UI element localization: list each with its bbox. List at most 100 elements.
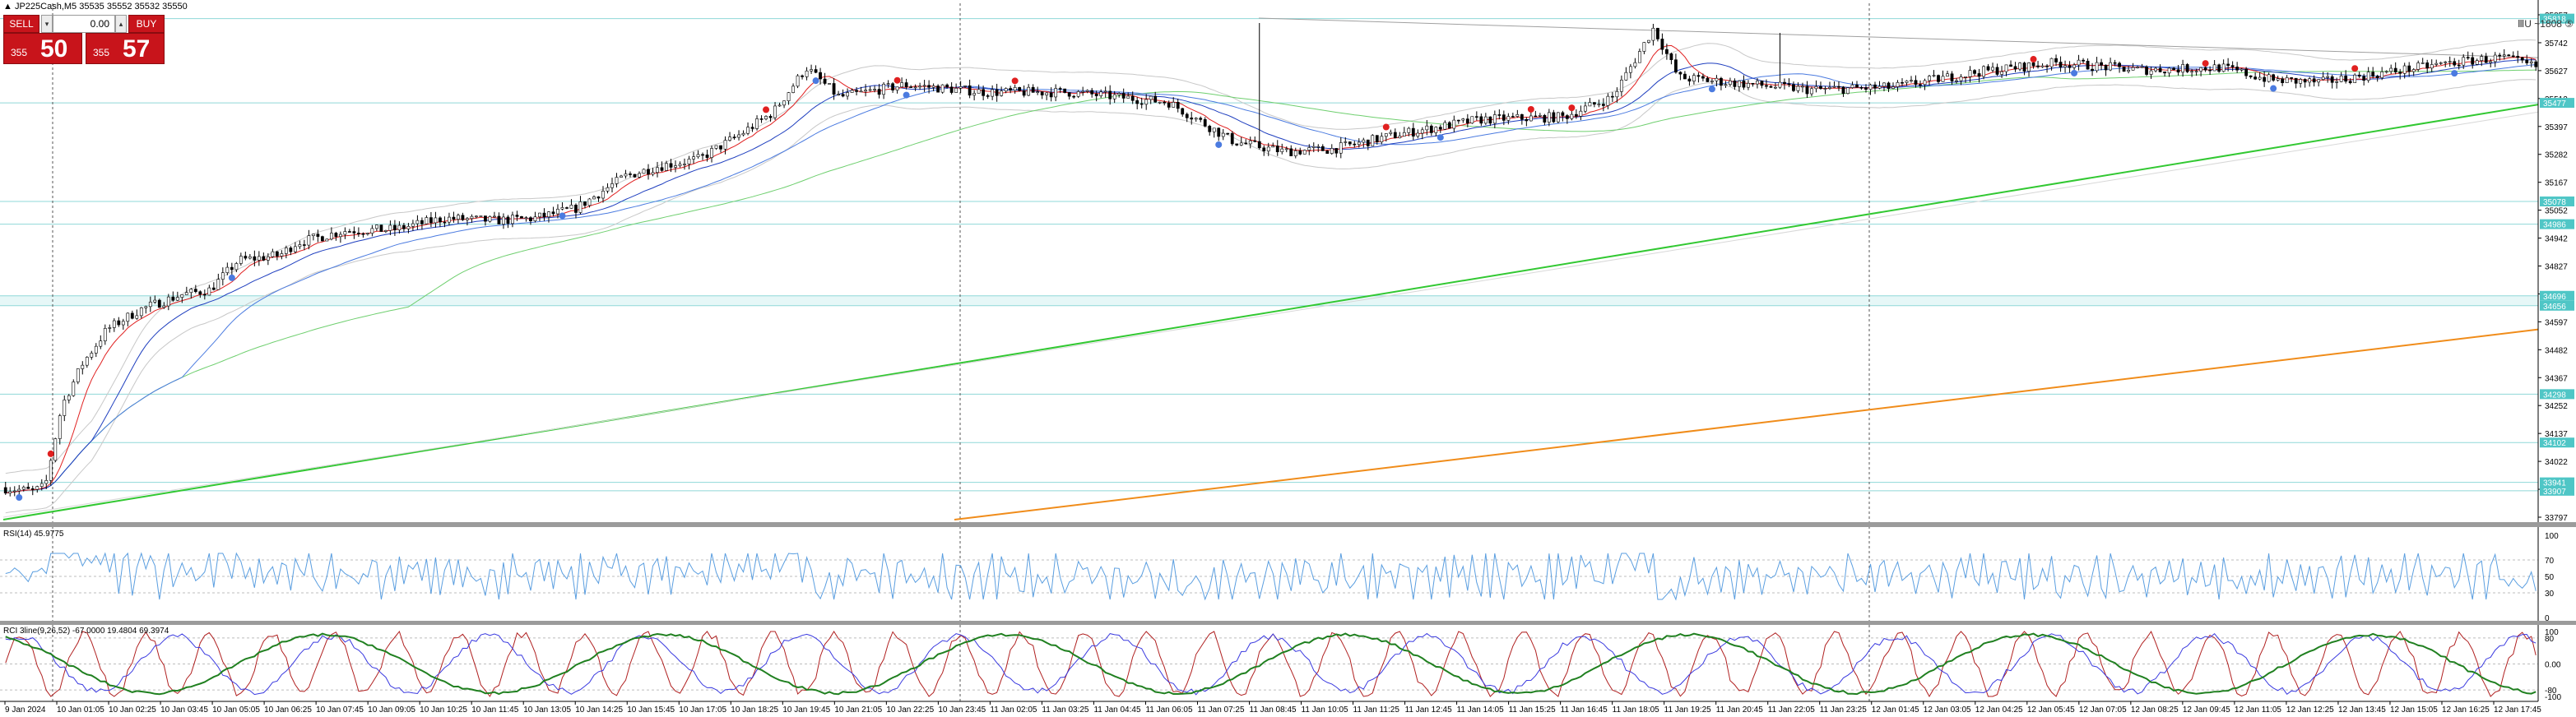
candle-body [665,163,668,171]
candle-body [814,69,818,73]
candle-body [1172,102,1176,108]
candle-body [1751,82,1755,85]
candle-body [1887,82,1891,89]
candle-body [1492,114,1497,124]
candle-body [2208,69,2212,72]
one-click-trading-panel: SELL ▾ ▴ BUY 355 50 355 57 [3,15,165,64]
candle-body [2054,58,2058,62]
time-label: 10 Jan 11:45 [471,705,519,715]
candle-body [2525,59,2529,63]
candle-body [1756,81,1759,85]
candle-body [2244,68,2249,76]
candle-body [1099,91,1103,96]
price-tag [2540,300,2574,311]
candle-body [2285,77,2289,83]
candle-body [705,155,709,158]
candle-body [551,211,555,215]
candle-body [592,197,596,200]
candle-body [1302,150,1307,155]
candle-body [1094,94,1098,96]
time-label: 10 Jan 15:45 [627,705,675,715]
candle-body [2172,67,2176,71]
candle-body [1823,88,1827,90]
candle-body [2357,74,2361,77]
candle-body [1796,86,1800,91]
candle-body [2294,77,2298,84]
candle-body [479,215,483,217]
time-label: 12 Jan 13:45 [2338,705,2386,715]
time-label: 10 Jan 10:25 [420,705,467,715]
candle-body [144,306,148,308]
candle-body [198,291,202,295]
candle-body [2118,62,2121,67]
lot-size-input[interactable] [53,15,115,33]
candle-body [162,305,166,308]
candle-body [1583,105,1587,112]
candle-body [515,215,519,217]
candle-body [1411,127,1415,136]
time-label: 11 Jan 12:45 [1405,705,1453,715]
candle-body [642,169,646,174]
candle-body [1420,129,1424,134]
candle-body [1176,102,1180,109]
candle-body [1543,114,1547,123]
candle-body [1185,113,1189,118]
candle-body [2471,57,2475,65]
candle-body [1832,86,1836,88]
candle-body [1103,90,1107,93]
candle-body [1819,86,1822,89]
lot-increase-icon[interactable]: ▴ [115,15,127,33]
candle-body [574,205,578,213]
candle-body [2480,56,2484,61]
candle-body [108,327,112,329]
candle-body [958,86,963,89]
candle-body [1579,110,1583,117]
candle-body [538,212,541,218]
candle-body [2095,62,2099,72]
candle-body [846,92,849,97]
candle-body [234,263,239,271]
candle-body [1130,95,1135,101]
candle-body [1284,148,1288,150]
candle-body [1293,150,1297,156]
candle-body [1022,90,1026,96]
time-label: 11 Jan 08:45 [1250,705,1297,715]
candle-body [972,93,977,96]
candle-body [1325,150,1330,154]
candle-body [687,159,691,164]
candle-body [1733,80,1737,87]
candle-body [275,251,279,257]
candle-body [1389,132,1393,134]
ask-quote[interactable]: 355 57 [86,33,165,64]
candle-body [2199,67,2203,72]
candle-body [180,294,184,298]
candle-body [230,266,234,271]
price-label: 34827 [2545,263,2568,272]
panel-splitter [0,621,2576,625]
candle-body [1425,125,1429,131]
candle-body [995,89,999,96]
candle-body [945,84,949,88]
candle-body [397,224,401,230]
candle-body [26,487,30,489]
candle-body [49,460,53,481]
candle-body [1950,73,1954,81]
candle-body [21,487,26,490]
candle-body [1828,86,1831,89]
signal-dot-buy [2270,85,2277,92]
candle-body [30,488,35,490]
candle-body [683,164,686,165]
trend-line-faint [2,111,2539,518]
candle-body [1217,127,1221,137]
bid-quote[interactable]: 355 50 [3,33,82,64]
sell-button[interactable]: SELL [3,15,39,33]
buy-button[interactable]: BUY [128,15,165,33]
candle-body [429,217,433,224]
lot-decrease-icon[interactable]: ▾ [41,15,53,33]
candle-body [2235,67,2239,71]
candle-body [1547,112,1551,123]
candle-body [420,220,424,224]
candle-body [393,224,397,230]
